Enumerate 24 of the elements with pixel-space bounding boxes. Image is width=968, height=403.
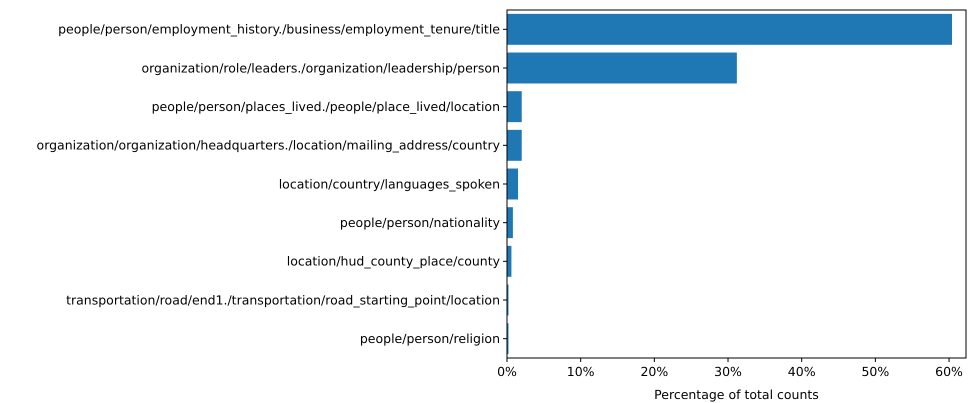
x-tick-label: 10% bbox=[566, 364, 595, 379]
bar bbox=[507, 14, 952, 45]
x-tick-label: 0% bbox=[497, 364, 518, 379]
y-tick-label: location/country/languages_spoken bbox=[278, 176, 500, 192]
bar bbox=[507, 91, 522, 122]
bar bbox=[507, 168, 518, 200]
y-tick-label: transportation/road/end1./transportation/road_starting_point/location bbox=[66, 292, 500, 308]
x-tick-label: 20% bbox=[640, 364, 668, 379]
bar bbox=[507, 52, 737, 84]
x-tick-label: 60% bbox=[935, 364, 964, 379]
bar bbox=[507, 207, 513, 238]
x-axis-title: Percentage of total counts bbox=[654, 387, 819, 402]
y-tick-label: people/person/nationality bbox=[340, 215, 501, 230]
x-tick-label: 30% bbox=[714, 364, 742, 379]
x-tick-label: 40% bbox=[788, 364, 816, 379]
y-tick-label: organization/role/leaders./organization/leadership/person bbox=[141, 60, 500, 76]
y-tick-label: location/hud_county_place/county bbox=[286, 254, 501, 269]
y-tick-label: people/person/employment_history./business/employment_tenure/title bbox=[58, 22, 500, 37]
y-tick-label: people/person/places_lived./people/place_lived/location bbox=[152, 99, 500, 114]
bar bbox=[507, 246, 512, 277]
x-tick-label: 50% bbox=[861, 364, 890, 379]
y-tick-label: people/person/religion bbox=[360, 331, 500, 346]
bar bbox=[507, 130, 522, 161]
y-tick-label: organization/organization/headquarters./location/mailing_address/country bbox=[36, 138, 501, 153]
